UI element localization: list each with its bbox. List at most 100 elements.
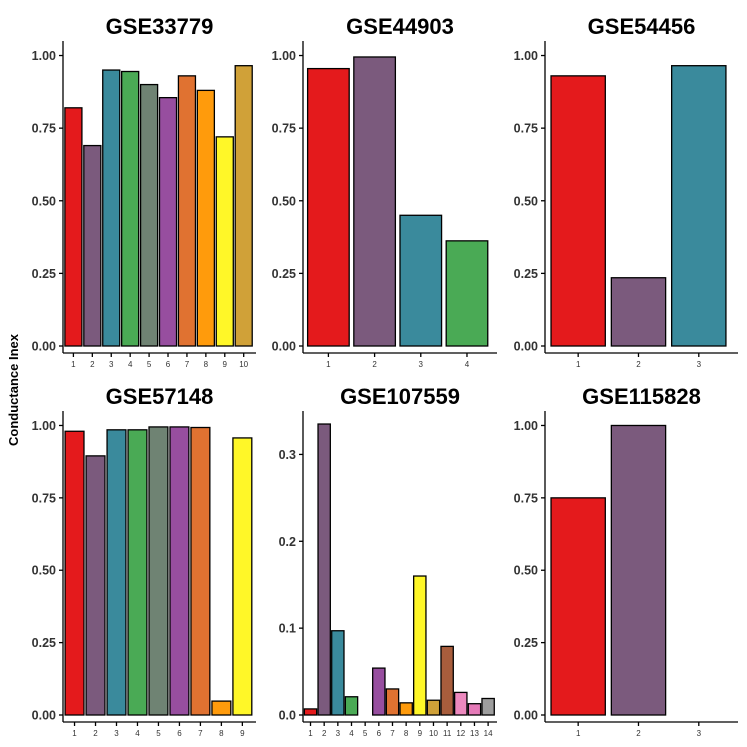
y-axis-label: Conductance Inex (6, 333, 21, 446)
x-tick-label: 9 (240, 729, 245, 738)
bar-7 (190, 426, 211, 716)
bar-7 (385, 688, 400, 716)
y-tick-label: 0.00 (32, 709, 56, 723)
bar-9 (413, 575, 427, 716)
bar-1 (303, 708, 318, 716)
y-tick-label: 0.50 (272, 194, 296, 208)
bar-6 (169, 426, 190, 716)
y-tick-label: 0.75 (32, 122, 56, 136)
x-tick-label: 3 (697, 360, 702, 369)
y-tick-label: 0.75 (272, 122, 296, 136)
bar-2 (610, 277, 667, 347)
bar-14 (481, 697, 495, 716)
y-tick-label: 0.50 (32, 564, 56, 578)
bar-8 (399, 702, 413, 716)
x-tick-label: 14 (484, 729, 493, 738)
y-tick-label: 0.50 (514, 194, 538, 208)
x-tick-label: 9 (418, 729, 423, 738)
bar-3 (106, 429, 127, 716)
y-tick-label: 0.2 (279, 535, 296, 549)
bar-4 (127, 429, 148, 716)
x-tick-label: 7 (390, 729, 395, 738)
x-tick-label: 1 (576, 729, 581, 738)
x-tick-label: 2 (90, 360, 95, 369)
bar-5 (139, 83, 159, 347)
x-tick-label: 1 (576, 360, 581, 369)
y-tick-label: 0.25 (514, 636, 538, 650)
chart-panel-gse33779: GSE33779 0.00 0.25 0.50 0.75 1.00 1 2 3 4 5 6 7 8 9 10 (32, 14, 256, 369)
x-tick-label: 11 (443, 729, 452, 738)
x-tick-label: 8 (219, 729, 224, 738)
bar-6 (372, 667, 386, 716)
bar-1 (550, 497, 606, 716)
x-tick-label: 6 (166, 360, 171, 369)
bar-2 (353, 56, 397, 347)
bar-3 (671, 65, 727, 347)
chart-title: GSE115828 (582, 384, 701, 409)
chart-title: GSE107559 (340, 384, 460, 409)
y-tick-label: 0.25 (514, 267, 538, 281)
bar-10 (234, 65, 253, 347)
bar-8 (211, 700, 232, 716)
y-tick-label: 0.1 (279, 622, 296, 636)
y-tick-label: 0.75 (32, 491, 56, 505)
bar-5 (148, 426, 169, 716)
bar-3 (399, 214, 443, 347)
x-tick-label: 1 (71, 360, 76, 369)
chart-panel-gse44903: GSE44903 0.00 0.25 0.50 0.75 1.00 1 2 3 4 (272, 14, 497, 369)
x-tick-label: 1 (308, 729, 313, 738)
x-tick-label: 4 (128, 360, 133, 369)
x-tick-label: 10 (429, 729, 438, 738)
x-tick-label: 12 (456, 729, 465, 738)
x-tick-label: 2 (636, 360, 641, 369)
x-tick-label: 4 (349, 729, 354, 738)
chart-title: GSE44903 (346, 14, 454, 39)
chart-title: GSE54456 (588, 14, 696, 39)
bar-11 (440, 645, 454, 716)
x-tick-label: 5 (363, 729, 368, 738)
bar-3 (102, 69, 121, 347)
chart-panel-gse54456: GSE54456 0.00 0.25 0.50 0.75 1.00 1 2 3 (514, 14, 738, 369)
x-tick-label: 5 (156, 729, 161, 738)
bar-10 (426, 699, 441, 716)
x-tick-label: 3 (114, 729, 119, 738)
x-tick-label: 10 (239, 360, 248, 369)
y-tick-label: 0.25 (272, 267, 296, 281)
y-tick-label: 1.00 (32, 49, 56, 63)
bar-1 (306, 67, 350, 347)
bar-2 (610, 424, 667, 716)
y-tick-label: 0.00 (272, 340, 296, 354)
bar-1 (64, 430, 85, 716)
bar-12 (453, 691, 468, 716)
x-tick-label: 6 (177, 729, 182, 738)
y-tick-label: 0.3 (279, 448, 296, 462)
y-tick-label: 0.00 (514, 709, 538, 723)
y-tick-label: 1.00 (514, 49, 538, 63)
x-tick-label: 6 (377, 729, 382, 738)
x-tick-label: 4 (135, 729, 140, 738)
x-tick-label: 7 (185, 360, 190, 369)
bar-2 (85, 455, 106, 716)
y-tick-label: 1.00 (32, 419, 56, 433)
x-tick-label: 7 (198, 729, 203, 738)
y-tick-label: 1.00 (272, 49, 296, 63)
bar-4 (344, 696, 359, 716)
bar-2 (317, 423, 331, 716)
x-tick-label: 3 (109, 360, 114, 369)
x-tick-label: 8 (404, 729, 409, 738)
bar-4 (121, 70, 140, 347)
x-tick-label: 5 (147, 360, 152, 369)
x-tick-label: 1 (72, 729, 77, 738)
bar-6 (158, 96, 178, 347)
y-tick-label: 0.0 (279, 709, 296, 723)
bar-9 (232, 437, 253, 716)
bar-7 (177, 75, 197, 347)
x-tick-label: 2 (93, 729, 98, 738)
bar-1 (550, 75, 606, 347)
bar-3 (331, 630, 345, 716)
y-tick-label: 0.00 (514, 340, 538, 354)
chart-title: GSE57148 (106, 384, 214, 409)
x-tick-label: 13 (470, 729, 479, 738)
chart-title: GSE33779 (106, 14, 214, 39)
